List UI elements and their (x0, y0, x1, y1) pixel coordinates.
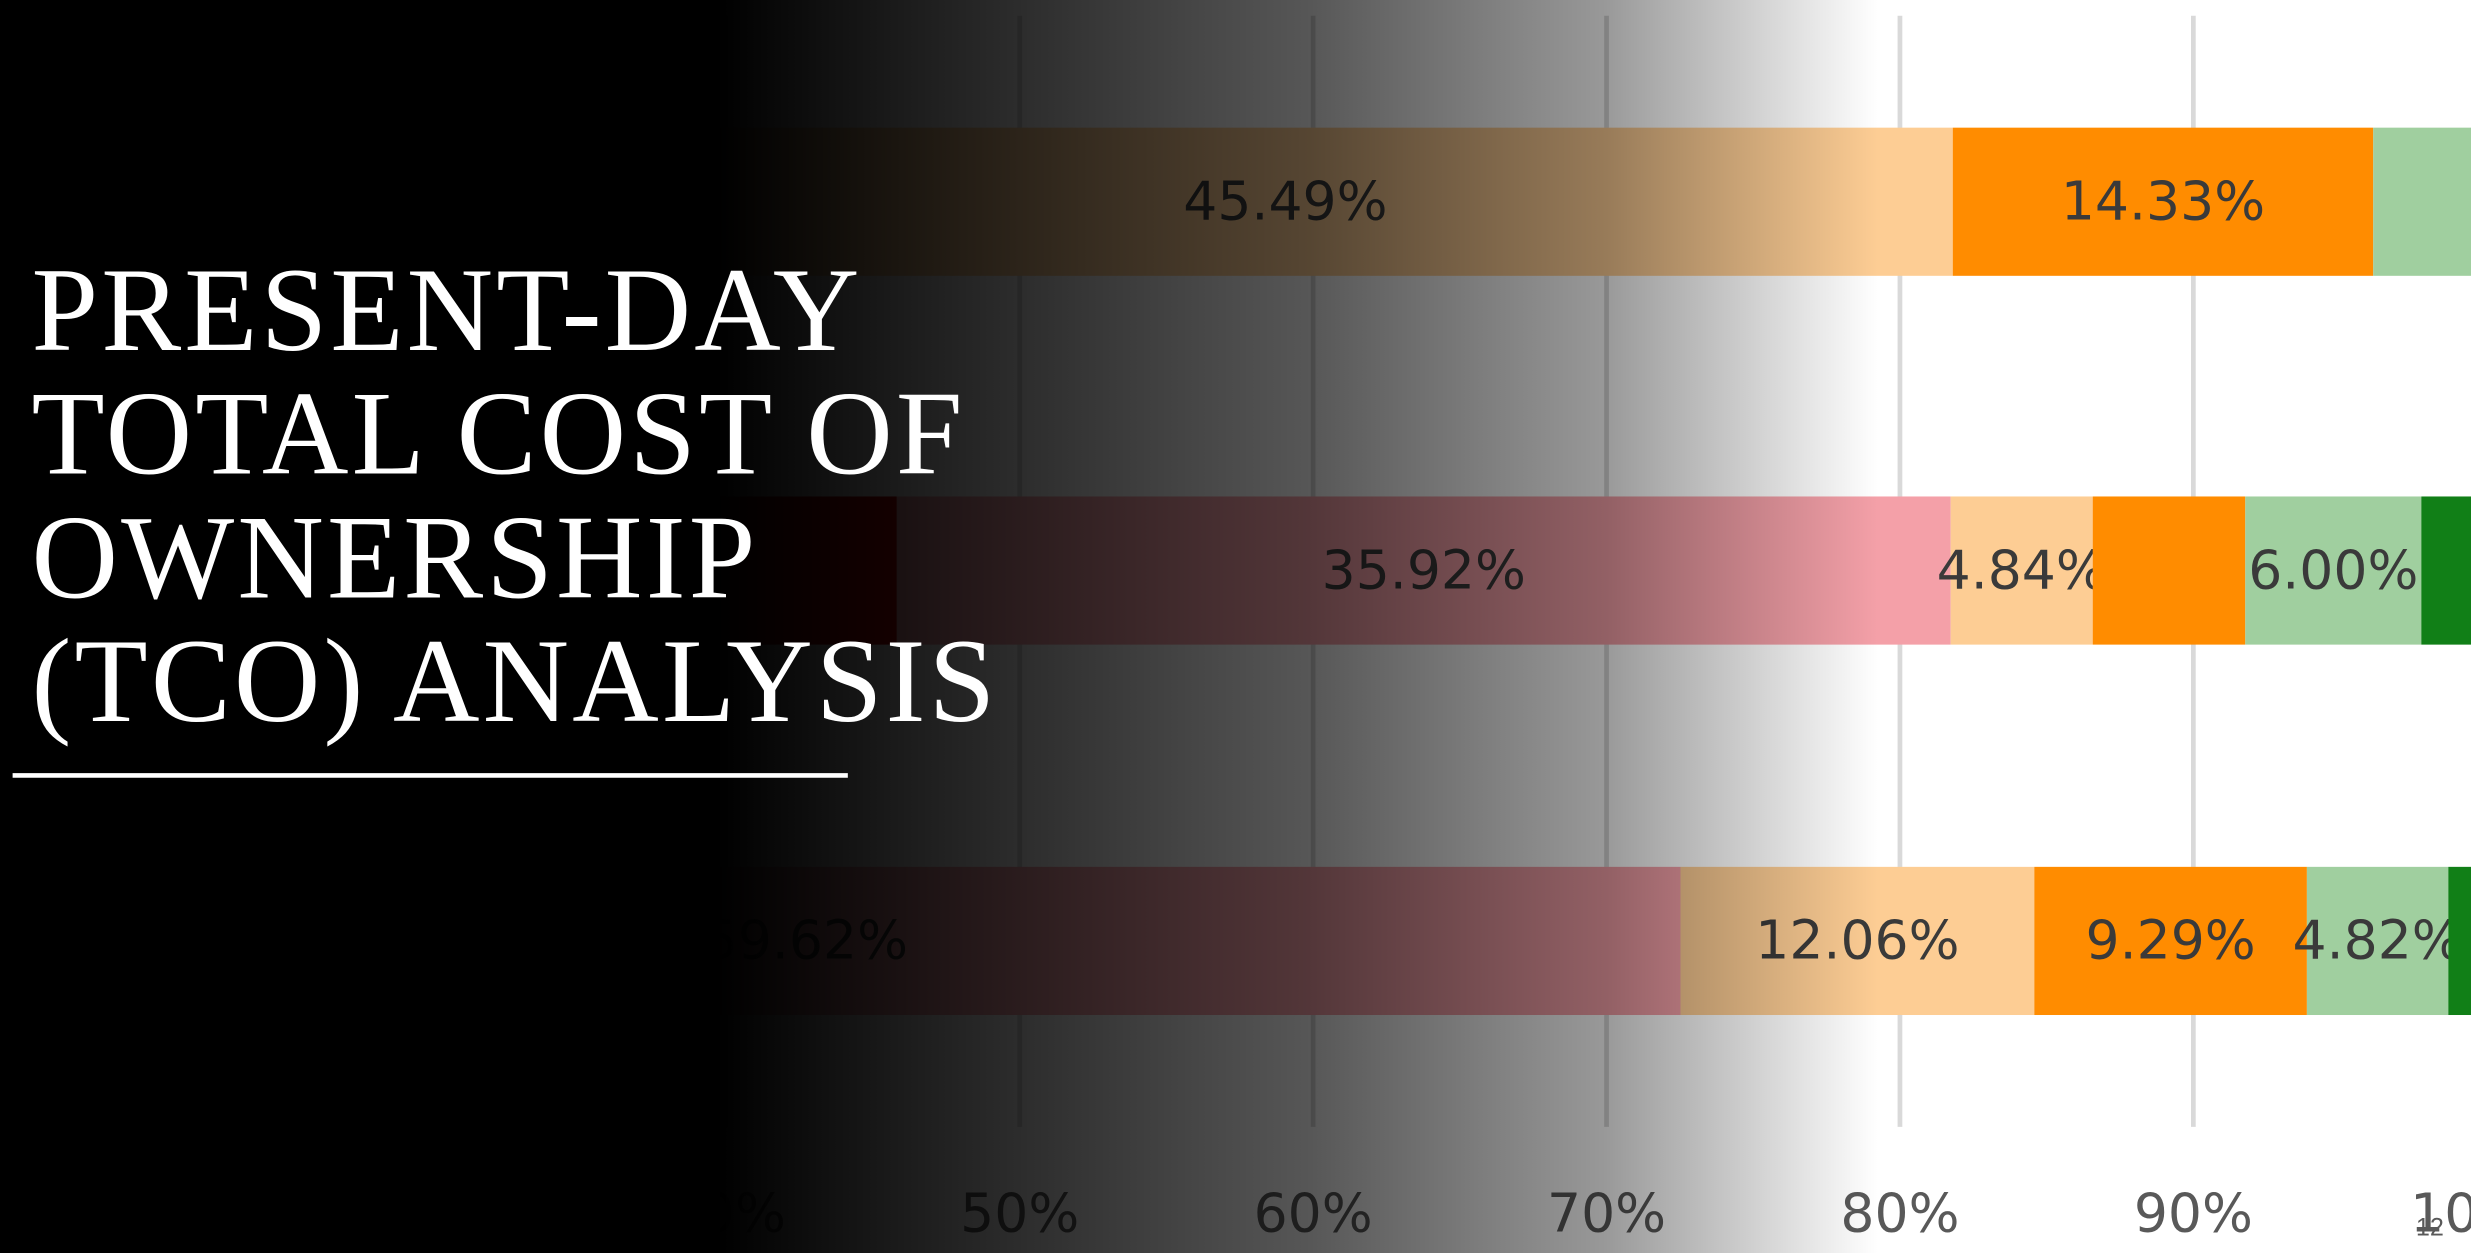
page-number: 12 (2416, 1214, 2444, 1242)
title-line: PRESENT-DAY (32, 243, 863, 376)
title-line: TOTAL COST OF (32, 367, 966, 500)
title-line: OWNERSHIP (32, 490, 759, 623)
title-line: (TCO) ANALYSIS (32, 614, 999, 747)
